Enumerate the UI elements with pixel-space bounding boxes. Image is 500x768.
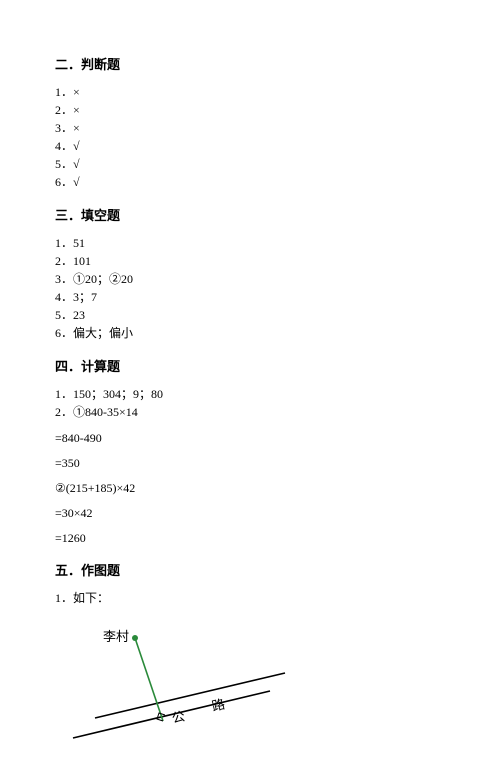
judgement-item: 3．×	[55, 119, 445, 137]
road-diagram: 李村公路	[55, 623, 295, 763]
section-3-title: 三．填空题	[55, 205, 445, 224]
section-5-items: 1．如下：	[55, 589, 445, 607]
fill-item: 4．3；7	[55, 288, 445, 306]
calc-step: =840-490	[55, 431, 445, 446]
calc-step: =1260	[55, 531, 445, 546]
drawing-item: 1．如下：	[55, 589, 445, 607]
fill-item: 3．①20；②20	[55, 270, 445, 288]
judgement-item: 4．√	[55, 137, 445, 155]
section-2-title: 二．判断题	[55, 54, 445, 73]
calc-step: =350	[55, 456, 445, 471]
calc-step: ②(215+185)×42	[55, 481, 445, 496]
svg-text:路: 路	[210, 696, 226, 714]
section-3-items: 1．51 2．101 3．①20；②20 4．3；7 5．23 6．偏大；偏小	[55, 234, 445, 342]
section-2-items: 1．× 2．× 3．× 4．√ 5．√ 6．√	[55, 83, 445, 191]
judgement-item: 5．√	[55, 155, 445, 173]
section-4-title: 四．计算题	[55, 356, 445, 375]
judgement-item: 6．√	[55, 173, 445, 191]
judgement-item: 2．×	[55, 101, 445, 119]
fill-item: 5．23	[55, 306, 445, 324]
judgement-item: 1．×	[55, 83, 445, 101]
fill-item: 6．偏大；偏小	[55, 324, 445, 342]
calc-item: 1．150；304；9；80	[55, 385, 445, 403]
fill-item: 2．101	[55, 252, 445, 270]
fill-item: 1．51	[55, 234, 445, 252]
section-4-items: 1．150；304；9；80 2．①840-35×14	[55, 385, 445, 421]
calc-item: 2．①840-35×14	[55, 403, 445, 421]
svg-text:李村: 李村	[103, 629, 129, 644]
section-5-title: 五．作图题	[55, 560, 445, 579]
calc-step: =30×42	[55, 506, 445, 521]
